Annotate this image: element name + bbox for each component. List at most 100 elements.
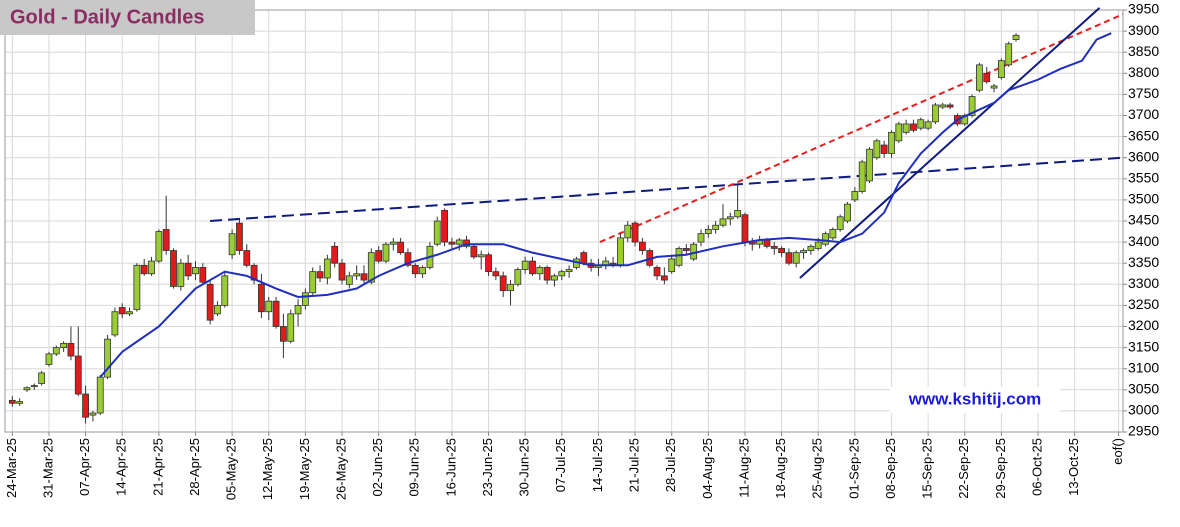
candle-body	[719, 218, 727, 226]
candle-body	[543, 267, 551, 281]
candle-body	[477, 254, 485, 258]
candle-body	[792, 252, 800, 264]
x-tick-label: 26-May-25	[333, 438, 348, 500]
moving-average-line	[99, 32, 1112, 378]
x-tick-label: 12-May-25	[260, 438, 275, 500]
x-tick-label: 07-Jul-25	[553, 438, 568, 492]
candle-body	[419, 267, 427, 275]
x-tick-label: 11-Aug-25	[736, 438, 751, 498]
candle-body	[668, 258, 676, 273]
candle-body	[316, 271, 324, 279]
candle-body	[353, 273, 361, 277]
x-tick-label: 14-Jul-25	[590, 438, 605, 492]
candle-body	[280, 326, 287, 342]
y-tick-label: 3400	[1128, 233, 1159, 249]
candle-body	[917, 119, 925, 129]
x-tick-label: 28-Jul-25	[663, 438, 678, 492]
candle-body	[653, 267, 661, 277]
candle-body	[206, 283, 214, 321]
candle-body	[228, 233, 236, 256]
candle-body	[822, 233, 829, 245]
candle-body	[997, 60, 1005, 78]
candle-body	[968, 96, 976, 116]
x-tick-label: 19-May-25	[297, 438, 312, 500]
candle-body	[199, 267, 207, 283]
y-tick-label: 3050	[1128, 381, 1159, 397]
candle-body	[184, 262, 192, 277]
x-tick-label: 01-Sep-25	[846, 438, 861, 499]
candle-body	[455, 239, 463, 245]
x-tick-label: 21-Jul-25	[627, 438, 642, 492]
y-tick-label: 3350	[1128, 254, 1159, 270]
x-tick-label: 08-Sep-25	[883, 438, 898, 499]
candle-body	[660, 275, 668, 281]
candle-body	[162, 229, 170, 251]
candle-body	[580, 252, 588, 264]
trendline	[210, 156, 1124, 222]
candle-body	[492, 271, 500, 277]
candle-body	[624, 224, 632, 239]
x-tick-label: 21-Apr-25	[150, 438, 165, 496]
candle-body	[331, 245, 339, 264]
candle-body	[551, 275, 558, 281]
y-tick-label: 3650	[1128, 127, 1159, 143]
candle-body	[814, 241, 822, 249]
candle-body	[375, 250, 383, 262]
watermark-box	[890, 387, 1060, 413]
title-box	[0, 0, 255, 35]
candle-body	[536, 267, 544, 275]
plot-border	[4, 9, 1124, 433]
candle-body	[177, 262, 185, 287]
x-tick-label: 25-Aug-25	[810, 438, 825, 499]
candle-body	[976, 64, 983, 91]
candle-body	[675, 248, 683, 266]
x-tick-label: 22-Sep-25	[956, 438, 971, 499]
candle-body	[23, 387, 31, 391]
candle-body	[763, 239, 771, 247]
candle-body	[258, 283, 265, 313]
x-tick-label: 14-Apr-25	[114, 438, 129, 496]
candle-body	[214, 304, 221, 315]
candle-body	[294, 304, 302, 315]
watermark: www.kshitij.com	[908, 389, 1042, 408]
candle-body	[360, 273, 368, 281]
candle-body	[924, 121, 932, 129]
candle-body	[38, 372, 46, 384]
x-tick-label: 13-Oct-25	[1066, 438, 1081, 496]
candle-body	[888, 131, 895, 154]
candle-body	[844, 203, 851, 222]
candle-body	[470, 245, 478, 258]
candle-body	[697, 233, 705, 243]
candle-body	[829, 229, 837, 239]
candle-body	[323, 258, 331, 279]
candle-body	[741, 214, 749, 243]
candle-body	[990, 85, 998, 89]
candle-body	[389, 241, 397, 245]
candle-body	[301, 292, 309, 306]
candle-body	[155, 231, 163, 262]
y-tick-label: 3500	[1128, 191, 1159, 207]
y-tick-label: 3750	[1128, 85, 1159, 101]
candle-body	[221, 275, 229, 306]
candle-body	[118, 307, 126, 315]
candle-body	[983, 72, 991, 83]
candle-body	[448, 241, 456, 245]
candle-body	[52, 347, 60, 355]
x-tick-label: 30-Jun-25	[517, 438, 532, 497]
candle-body	[82, 393, 89, 418]
y-tick-label: 3600	[1128, 148, 1159, 164]
candle-body	[851, 191, 859, 201]
candle-body	[726, 216, 734, 220]
trendline	[599, 13, 1124, 244]
x-tick-label: 23-Jun-25	[480, 438, 495, 497]
candle-body	[265, 300, 273, 313]
candle-body	[499, 275, 507, 292]
candle-body	[133, 264, 141, 311]
candle-body	[485, 254, 492, 273]
y-tick-label: 3950	[1128, 1, 1159, 17]
candle-body	[873, 140, 881, 159]
candle-body	[192, 267, 199, 275]
candle-body	[866, 148, 873, 182]
y-tick-label: 3550	[1128, 170, 1159, 186]
candle-body	[411, 264, 419, 275]
